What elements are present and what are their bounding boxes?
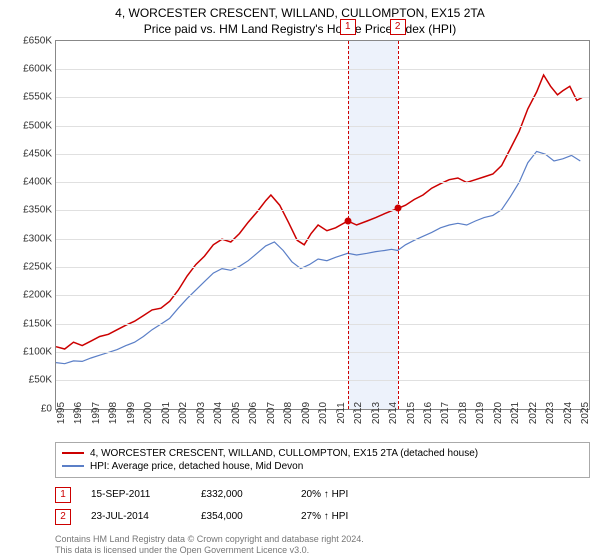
x-tick-label: 2007 — [266, 401, 277, 423]
x-tick-label: 2021 — [510, 401, 521, 423]
legend-swatch — [62, 452, 84, 454]
sales-row: 1 15-SEP-2011 £332,000 20% ↑ HPI — [55, 484, 590, 506]
x-tick-label: 2004 — [213, 401, 224, 423]
x-tick-label: 2011 — [336, 402, 347, 424]
chart-title: 4, WORCESTER CRESCENT, WILLAND, CULLOMPT… — [0, 0, 600, 22]
sales-table: 1 15-SEP-2011 £332,000 20% ↑ HPI 2 23-JUL-201… — [55, 484, 590, 528]
sales-badge: 1 — [55, 487, 71, 503]
gridline — [56, 97, 589, 98]
x-tick-label: 2023 — [545, 401, 556, 423]
x-tick-label: 1997 — [91, 401, 102, 423]
y-tick-label: £150K — [23, 318, 52, 329]
legend-box: 4, WORCESTER CRESCENT, WILLAND, CULLOMPT… — [55, 442, 590, 478]
x-tick-label: 2015 — [406, 401, 417, 423]
x-tick-label: 1995 — [56, 401, 67, 423]
gridline — [56, 267, 589, 268]
legend-swatch — [62, 465, 84, 467]
y-tick-label: £550K — [23, 92, 52, 103]
x-tick-label: 1996 — [73, 401, 84, 423]
footnote: Contains HM Land Registry data © Crown c… — [55, 534, 590, 557]
y-tick-label: £650K — [23, 35, 52, 46]
sales-date: 23-JUL-2014 — [91, 511, 181, 522]
legend-item: 4, WORCESTER CRESCENT, WILLAND, CULLOMPT… — [62, 447, 583, 460]
chart-plot-area: £0£50K£100K£150K£200K£250K£300K£350K£400… — [55, 40, 590, 410]
gridline — [56, 126, 589, 127]
sales-badge: 2 — [55, 509, 71, 525]
footnote-line2: This data is licensed under the Open Gov… — [55, 545, 590, 557]
chart-svg — [56, 41, 589, 409]
marker-badge: 2 — [390, 19, 406, 35]
x-tick-label: 1998 — [108, 401, 119, 423]
y-tick-label: £350K — [23, 205, 52, 216]
x-tick-label: 2025 — [580, 401, 591, 423]
y-tick-label: £100K — [23, 346, 52, 357]
y-tick-label: £450K — [23, 148, 52, 159]
series-line — [56, 75, 582, 349]
x-tick-label: 2022 — [528, 401, 539, 423]
sales-row: 2 23-JUL-2014 £354,000 27% ↑ HPI — [55, 506, 590, 528]
sale-dot — [394, 205, 401, 212]
sales-date: 15-SEP-2011 — [91, 489, 181, 500]
x-tick-label: 2010 — [318, 401, 329, 423]
marker-line — [348, 41, 349, 409]
gridline — [56, 69, 589, 70]
x-tick-label: 2024 — [563, 401, 574, 423]
gridline — [56, 324, 589, 325]
sales-price: £332,000 — [201, 489, 281, 500]
y-tick-label: £0 — [41, 403, 52, 414]
legend-label: 4, WORCESTER CRESCENT, WILLAND, CULLOMPT… — [90, 448, 478, 459]
chart-subtitle: Price paid vs. HM Land Registry's House … — [0, 22, 600, 40]
y-tick-label: £200K — [23, 290, 52, 301]
gridline — [56, 380, 589, 381]
sales-diff: 20% ↑ HPI — [301, 489, 391, 500]
gridline — [56, 154, 589, 155]
marker-line — [398, 41, 399, 409]
y-tick-label: £300K — [23, 233, 52, 244]
y-tick-label: £500K — [23, 120, 52, 131]
y-tick-label: £250K — [23, 262, 52, 273]
x-tick-label: 2006 — [248, 401, 259, 423]
y-tick-label: £400K — [23, 177, 52, 188]
x-tick-label: 2016 — [423, 401, 434, 423]
x-tick-label: 2017 — [440, 401, 451, 423]
sales-price: £354,000 — [201, 511, 281, 522]
gridline — [56, 210, 589, 211]
x-tick-label: 2008 — [283, 401, 294, 423]
x-tick-label: 2012 — [353, 401, 364, 423]
x-tick-label: 2002 — [178, 401, 189, 423]
gridline — [56, 182, 589, 183]
legend-label: HPI: Average price, detached house, Mid … — [90, 461, 303, 472]
gridline — [56, 295, 589, 296]
x-tick-label: 2019 — [475, 401, 486, 423]
x-tick-label: 2020 — [493, 401, 504, 423]
gridline — [56, 352, 589, 353]
x-tick-label: 2001 — [161, 401, 172, 423]
x-tick-label: 2003 — [196, 401, 207, 423]
x-tick-label: 2009 — [301, 401, 312, 423]
marker-badge: 1 — [340, 19, 356, 35]
x-tick-label: 2013 — [371, 401, 382, 423]
sale-dot — [344, 217, 351, 224]
y-tick-label: £600K — [23, 63, 52, 74]
x-tick-label: 1999 — [126, 401, 137, 423]
legend-item: HPI: Average price, detached house, Mid … — [62, 460, 583, 473]
x-tick-label: 2000 — [143, 401, 154, 423]
y-tick-label: £50K — [29, 375, 52, 386]
sales-diff: 27% ↑ HPI — [301, 511, 391, 522]
gridline — [56, 239, 589, 240]
x-tick-label: 2018 — [458, 401, 469, 423]
x-tick-label: 2005 — [231, 401, 242, 423]
footnote-line1: Contains HM Land Registry data © Crown c… — [55, 534, 590, 546]
